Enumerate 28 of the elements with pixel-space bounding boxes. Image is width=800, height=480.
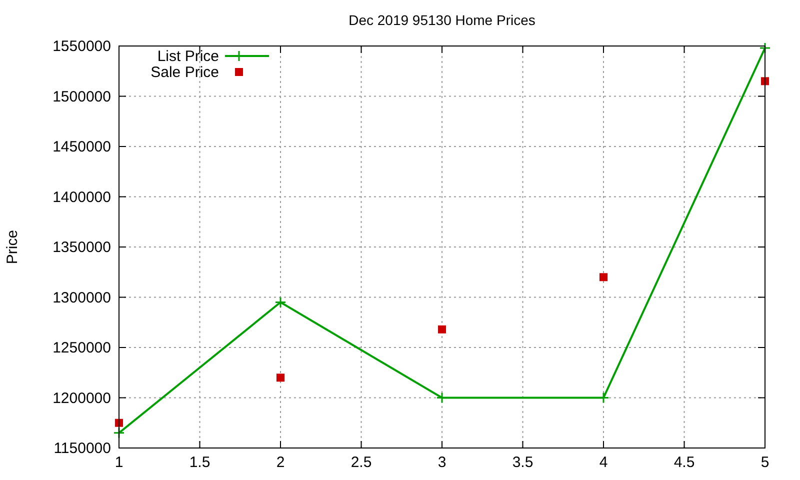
y-tick-label: 1400000 (52, 188, 111, 206)
point (113, 427, 125, 439)
point (274, 296, 286, 308)
y-axis-title: Price (4, 230, 21, 264)
y-tick-label: 1300000 (52, 289, 111, 306)
point (600, 273, 608, 282)
legend-label: List Price (157, 48, 219, 65)
x-tick-label: 4.5 (674, 454, 695, 471)
legend-label: Sale Price (150, 64, 219, 81)
y-tick-label: 1450000 (52, 138, 111, 156)
y-tick-label: 1550000 (52, 38, 111, 55)
x-tick-label: 2 (276, 454, 285, 471)
x-tick-label: 3.5 (512, 454, 534, 471)
point (276, 374, 284, 382)
x-tick-label: 2.5 (350, 454, 372, 471)
y-tick-label: 1500000 (52, 88, 111, 106)
point (759, 42, 771, 54)
y-tick-label: 1150000 (54, 440, 111, 457)
x-tick-label: 3 (438, 454, 446, 471)
y-tick-label: 1200000 (52, 390, 111, 407)
y-tick-label: 1250000 (52, 340, 111, 356)
point (438, 325, 446, 334)
x-tick-label: 1.5 (189, 454, 210, 471)
x-tick-label: 1 (114, 454, 124, 471)
x-tick-label: 5 (760, 454, 770, 471)
chart-title: Dec 2019 95130 Home Prices (348, 12, 536, 28)
y-tick-label: 1350000 (52, 239, 111, 256)
x-tick-label: 4 (599, 454, 608, 471)
